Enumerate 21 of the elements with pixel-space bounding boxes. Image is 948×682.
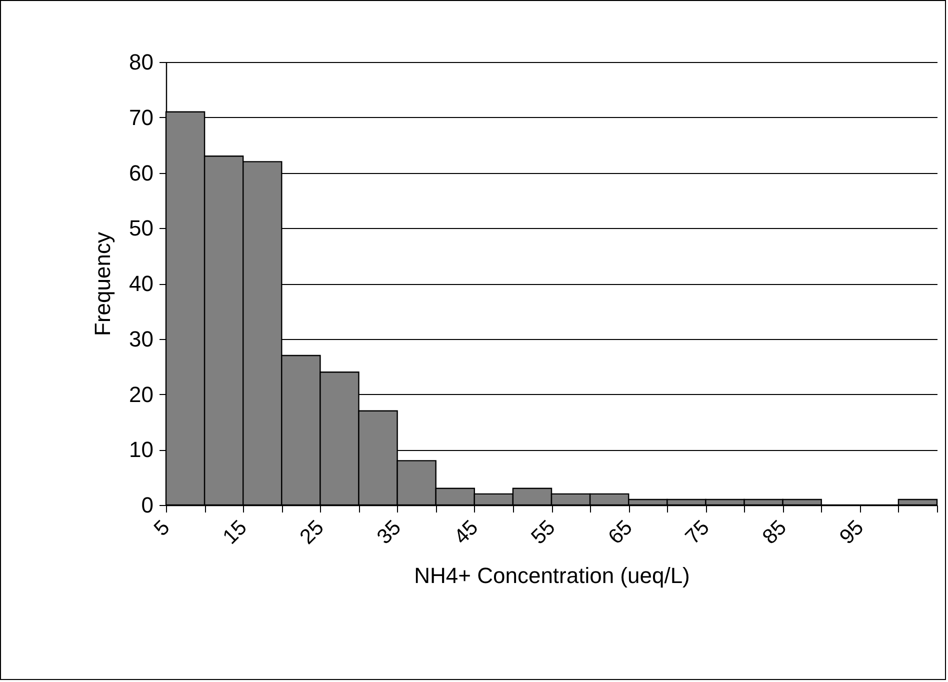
y-tick-label: 0: [141, 492, 154, 518]
y-tick-label: 20: [129, 382, 154, 407]
y-tick-label: 10: [129, 437, 154, 462]
x-axis-title: NH4+ Concentration (ueq/L): [414, 563, 690, 588]
x-tick-label: 5: [150, 516, 174, 541]
y-axis-title: Frequency: [90, 232, 116, 336]
x-tick-label: 75: [681, 516, 714, 549]
y-tick-label: 80: [129, 50, 154, 74]
y-tick-label: 60: [129, 160, 154, 186]
x-tick-label: 95: [835, 516, 868, 549]
x-tick-label: 85: [758, 516, 792, 549]
y-tick-label: 40: [129, 271, 154, 296]
x-tick-label: 65: [604, 516, 637, 549]
x-tick-label: 45: [450, 516, 483, 549]
y-tick-label: 70: [129, 104, 154, 130]
x-tick-label: 55: [526, 516, 560, 549]
x-tick-label: 35: [372, 516, 406, 549]
y-tick-label: 30: [129, 326, 154, 352]
x-tick-label: 25: [296, 516, 328, 549]
x-tick-label: 15: [218, 516, 252, 549]
y-tick-label: 50: [129, 216, 154, 241]
